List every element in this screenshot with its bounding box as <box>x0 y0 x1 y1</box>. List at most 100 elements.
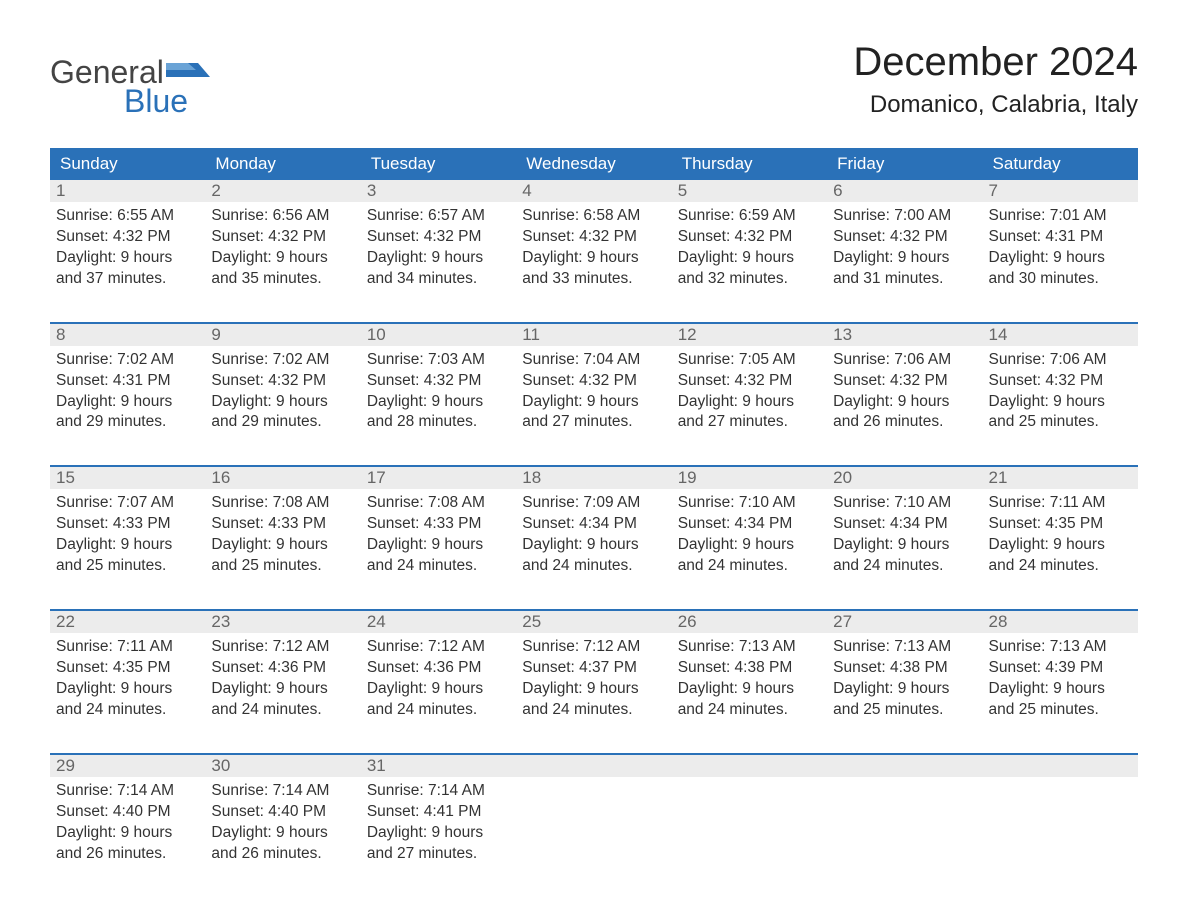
daylight-line: Daylight: 9 hours and 33 minutes. <box>522 248 665 290</box>
day-number: 6 <box>827 180 982 202</box>
daylight-line: Daylight: 9 hours and 37 minutes. <box>56 248 199 290</box>
daylight-line: Daylight: 9 hours and 24 minutes. <box>522 535 665 577</box>
sunset-line: Sunset: 4:35 PM <box>56 658 199 679</box>
day-number: 7 <box>983 180 1138 202</box>
sunrise-line: Sunrise: 6:58 AM <box>522 206 665 227</box>
sunrise-line: Sunrise: 7:13 AM <box>833 637 976 658</box>
sunset-line: Sunset: 4:36 PM <box>367 658 510 679</box>
sunrise-line: Sunrise: 7:12 AM <box>367 637 510 658</box>
sunset-line: Sunset: 4:32 PM <box>522 371 665 392</box>
day-cell: 12Sunrise: 7:05 AMSunset: 4:32 PMDayligh… <box>672 324 827 452</box>
day-number: 4 <box>516 180 671 202</box>
sunrise-line: Sunrise: 7:10 AM <box>833 493 976 514</box>
sunset-line: Sunset: 4:34 PM <box>522 514 665 535</box>
day-cell <box>983 755 1138 883</box>
day-body: Sunrise: 7:04 AMSunset: 4:32 PMDaylight:… <box>516 346 671 434</box>
day-cell: 2Sunrise: 6:56 AMSunset: 4:32 PMDaylight… <box>205 180 360 308</box>
calendar-week: 22Sunrise: 7:11 AMSunset: 4:35 PMDayligh… <box>50 609 1138 739</box>
sunset-line: Sunset: 4:35 PM <box>989 514 1132 535</box>
sunrise-line: Sunrise: 7:07 AM <box>56 493 199 514</box>
daylight-line: Daylight: 9 hours and 26 minutes. <box>56 823 199 865</box>
day-cell: 6Sunrise: 7:00 AMSunset: 4:32 PMDaylight… <box>827 180 982 308</box>
day-body: Sunrise: 7:06 AMSunset: 4:32 PMDaylight:… <box>827 346 982 434</box>
day-number: 31 <box>361 755 516 777</box>
day-body: Sunrise: 7:10 AMSunset: 4:34 PMDaylight:… <box>827 489 982 577</box>
day-number: 1 <box>50 180 205 202</box>
daylight-line: Daylight: 9 hours and 24 minutes. <box>678 535 821 577</box>
sunset-line: Sunset: 4:32 PM <box>833 371 976 392</box>
sunrise-line: Sunrise: 7:14 AM <box>211 781 354 802</box>
day-cell: 9Sunrise: 7:02 AMSunset: 4:32 PMDaylight… <box>205 324 360 452</box>
day-number: 20 <box>827 467 982 489</box>
calendar-week: 1Sunrise: 6:55 AMSunset: 4:32 PMDaylight… <box>50 180 1138 308</box>
day-header-wed: Wednesday <box>516 148 671 180</box>
sunrise-line: Sunrise: 7:05 AM <box>678 350 821 371</box>
day-body: Sunrise: 6:59 AMSunset: 4:32 PMDaylight:… <box>672 202 827 290</box>
day-number: 27 <box>827 611 982 633</box>
day-number: 12 <box>672 324 827 346</box>
day-number: 10 <box>361 324 516 346</box>
daylight-line: Daylight: 9 hours and 27 minutes. <box>678 392 821 434</box>
day-cell: 15Sunrise: 7:07 AMSunset: 4:33 PMDayligh… <box>50 467 205 595</box>
sunrise-line: Sunrise: 7:14 AM <box>56 781 199 802</box>
sunset-line: Sunset: 4:31 PM <box>56 371 199 392</box>
day-number: 21 <box>983 467 1138 489</box>
day-number: 22 <box>50 611 205 633</box>
day-body: Sunrise: 7:02 AMSunset: 4:31 PMDaylight:… <box>50 346 205 434</box>
day-body: Sunrise: 6:58 AMSunset: 4:32 PMDaylight:… <box>516 202 671 290</box>
day-cell: 8Sunrise: 7:02 AMSunset: 4:31 PMDaylight… <box>50 324 205 452</box>
day-cell: 28Sunrise: 7:13 AMSunset: 4:39 PMDayligh… <box>983 611 1138 739</box>
daylight-line: Daylight: 9 hours and 35 minutes. <box>211 248 354 290</box>
day-number: 17 <box>361 467 516 489</box>
day-cell <box>516 755 671 883</box>
sunset-line: Sunset: 4:38 PM <box>678 658 821 679</box>
sunrise-line: Sunrise: 7:12 AM <box>211 637 354 658</box>
sunset-line: Sunset: 4:37 PM <box>522 658 665 679</box>
sunrise-line: Sunrise: 7:03 AM <box>367 350 510 371</box>
daylight-line: Daylight: 9 hours and 24 minutes. <box>367 535 510 577</box>
sunrise-line: Sunrise: 7:02 AM <box>56 350 199 371</box>
daylight-line: Daylight: 9 hours and 32 minutes. <box>678 248 821 290</box>
day-number: 14 <box>983 324 1138 346</box>
day-body: Sunrise: 7:11 AMSunset: 4:35 PMDaylight:… <box>50 633 205 721</box>
day-number: 16 <box>205 467 360 489</box>
sunset-line: Sunset: 4:32 PM <box>367 227 510 248</box>
sunset-line: Sunset: 4:33 PM <box>367 514 510 535</box>
sunset-line: Sunset: 4:34 PM <box>678 514 821 535</box>
sunset-line: Sunset: 4:33 PM <box>56 514 199 535</box>
day-body: Sunrise: 7:01 AMSunset: 4:31 PMDaylight:… <box>983 202 1138 290</box>
sunrise-line: Sunrise: 7:13 AM <box>989 637 1132 658</box>
day-cell: 25Sunrise: 7:12 AMSunset: 4:37 PMDayligh… <box>516 611 671 739</box>
sunset-line: Sunset: 4:40 PM <box>211 802 354 823</box>
day-cell: 29Sunrise: 7:14 AMSunset: 4:40 PMDayligh… <box>50 755 205 883</box>
day-header-row: Sunday Monday Tuesday Wednesday Thursday… <box>50 148 1138 180</box>
day-number: 26 <box>672 611 827 633</box>
sunrise-line: Sunrise: 7:09 AM <box>522 493 665 514</box>
day-body: Sunrise: 7:13 AMSunset: 4:39 PMDaylight:… <box>983 633 1138 721</box>
day-body: Sunrise: 6:56 AMSunset: 4:32 PMDaylight:… <box>205 202 360 290</box>
sunrise-line: Sunrise: 6:56 AM <box>211 206 354 227</box>
day-number: 8 <box>50 324 205 346</box>
sunrise-line: Sunrise: 7:13 AM <box>678 637 821 658</box>
day-body: Sunrise: 7:14 AMSunset: 4:40 PMDaylight:… <box>205 777 360 865</box>
location: Domanico, Calabria, Italy <box>853 91 1138 119</box>
day-cell: 18Sunrise: 7:09 AMSunset: 4:34 PMDayligh… <box>516 467 671 595</box>
day-cell: 14Sunrise: 7:06 AMSunset: 4:32 PMDayligh… <box>983 324 1138 452</box>
day-cell <box>672 755 827 883</box>
day-number: 24 <box>361 611 516 633</box>
day-body: Sunrise: 7:00 AMSunset: 4:32 PMDaylight:… <box>827 202 982 290</box>
day-number: 30 <box>205 755 360 777</box>
calendar-week: 8Sunrise: 7:02 AMSunset: 4:31 PMDaylight… <box>50 322 1138 452</box>
day-cell: 1Sunrise: 6:55 AMSunset: 4:32 PMDaylight… <box>50 180 205 308</box>
day-cell <box>827 755 982 883</box>
day-body: Sunrise: 7:11 AMSunset: 4:35 PMDaylight:… <box>983 489 1138 577</box>
day-body: Sunrise: 7:03 AMSunset: 4:32 PMDaylight:… <box>361 346 516 434</box>
day-number: 29 <box>50 755 205 777</box>
day-body: Sunrise: 7:13 AMSunset: 4:38 PMDaylight:… <box>672 633 827 721</box>
daylight-line: Daylight: 9 hours and 25 minutes. <box>989 392 1132 434</box>
daylight-line: Daylight: 9 hours and 24 minutes. <box>833 535 976 577</box>
sunrise-line: Sunrise: 7:06 AM <box>989 350 1132 371</box>
day-cell: 19Sunrise: 7:10 AMSunset: 4:34 PMDayligh… <box>672 467 827 595</box>
day-cell: 11Sunrise: 7:04 AMSunset: 4:32 PMDayligh… <box>516 324 671 452</box>
day-cell: 13Sunrise: 7:06 AMSunset: 4:32 PMDayligh… <box>827 324 982 452</box>
